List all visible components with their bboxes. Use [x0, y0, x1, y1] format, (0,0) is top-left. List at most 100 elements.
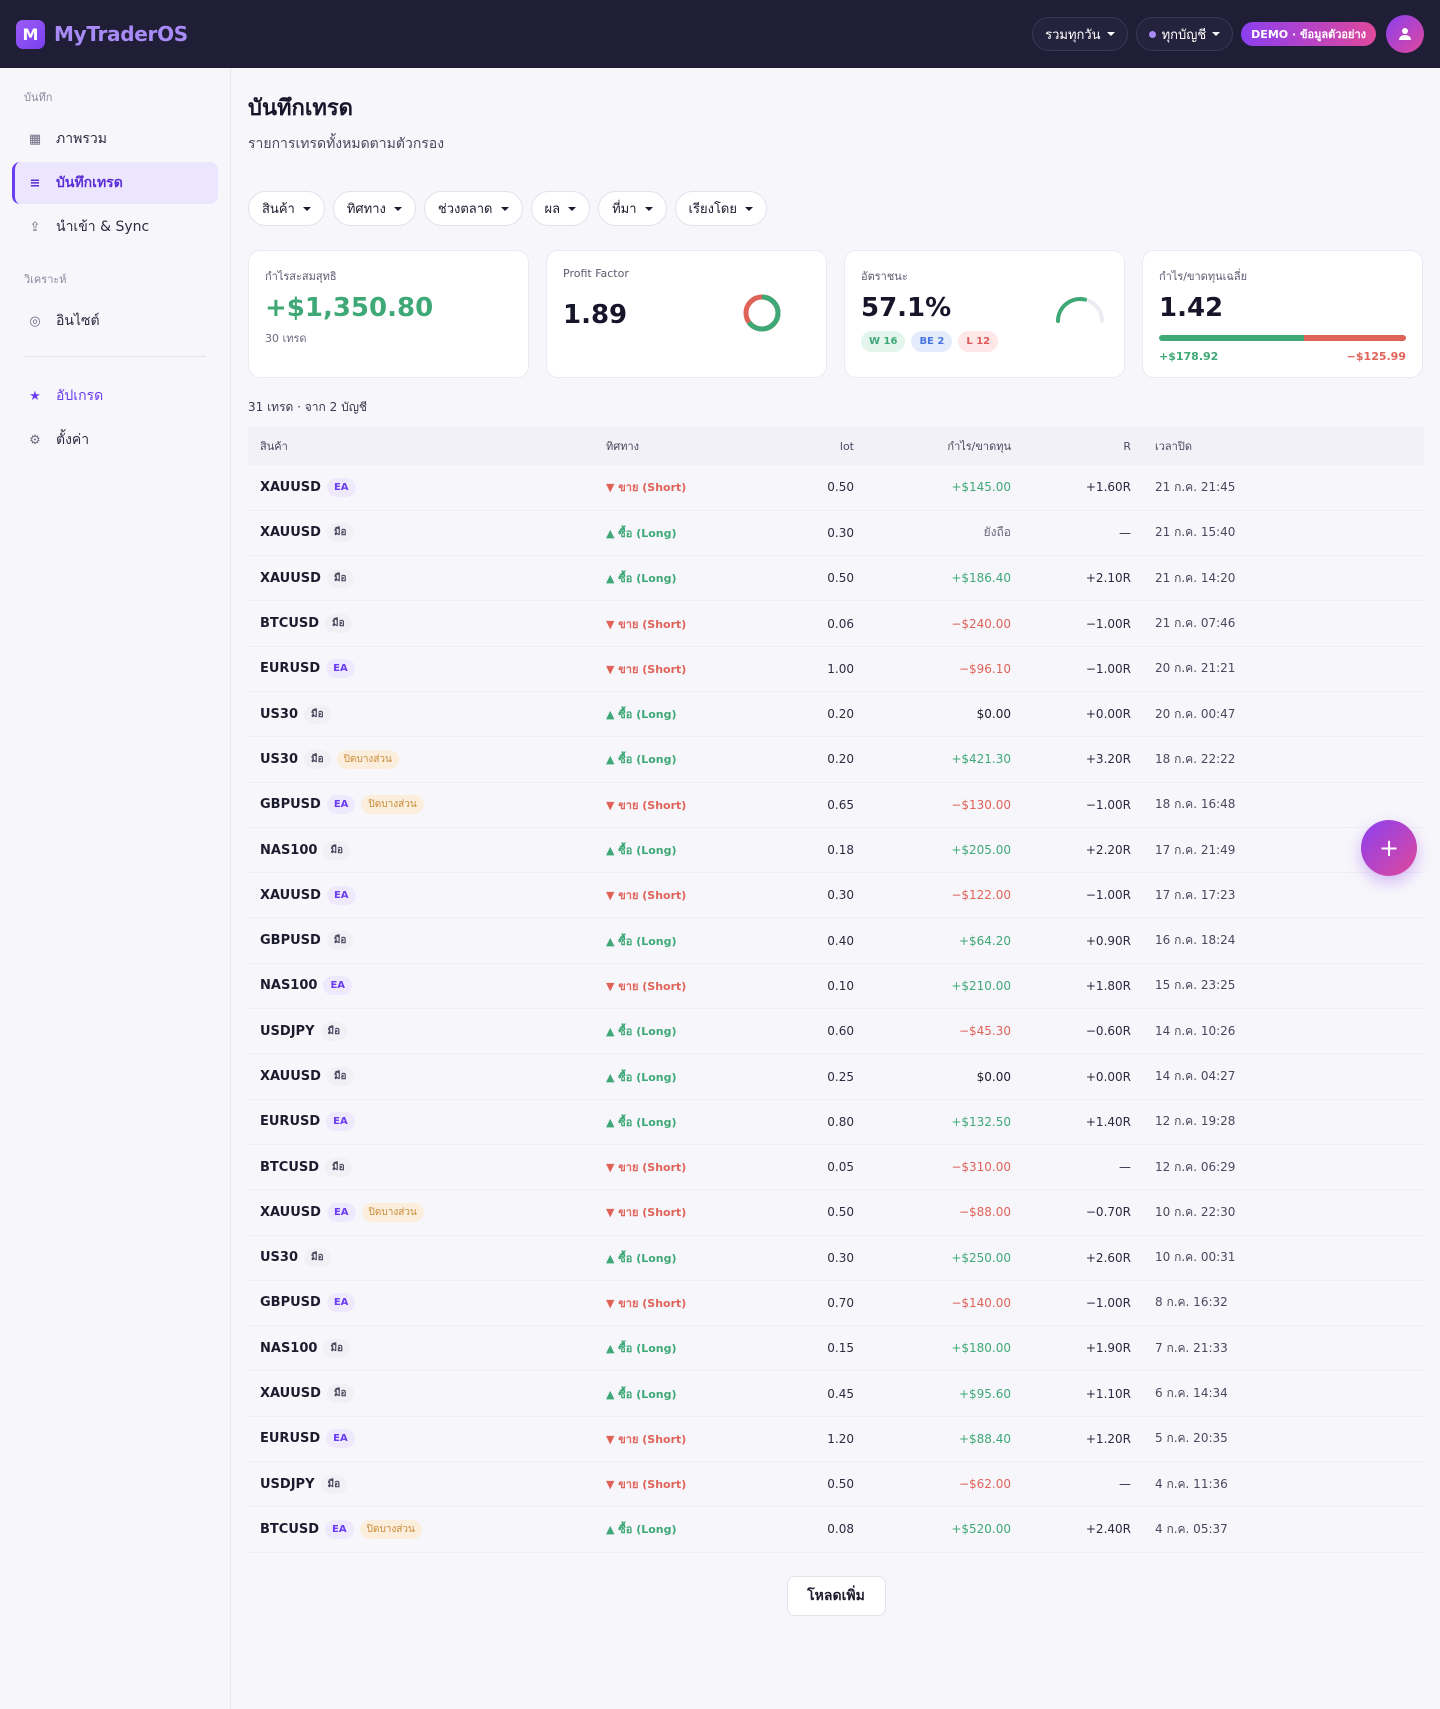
table-row[interactable]: GBPUSD มือ ▲ ซื้อ (Long) 0.40 +$64.20 +0.90R 1… [248, 918, 1424, 964]
source-badge: EA [326, 885, 356, 905]
table-row[interactable]: GBPUSD EA ปิดบางส่วน ▼ ขาย (Short) 0.65 −$130… [248, 782, 1424, 828]
avatar[interactable] [1386, 15, 1424, 53]
symbol-cell: GBPUSD มือ [248, 918, 594, 963]
table-row[interactable]: XAUUSD EA ▼ ขาย (Short) 0.30 −$122.00 −1.00R 1… [248, 873, 1424, 918]
filter-source[interactable]: ที่มา [598, 191, 667, 226]
column-header-symbol[interactable]: สินค้า [260, 440, 288, 453]
logo-icon[interactable]: M [16, 19, 45, 49]
lot-cell: 0.70 [827, 1295, 854, 1310]
sidebar-item-insights[interactable]: ◎ อินไซต์ [12, 300, 218, 342]
sidebar-item-overview[interactable]: ▦ ภาพรวม [12, 118, 218, 160]
table-row[interactable]: US30 มือ ▲ ซื้อ (Long) 0.30 +$250.00 +2.60R 10… [248, 1235, 1424, 1281]
symbol-name: XAUUSD [260, 887, 321, 903]
r-multiple-cell: +0.00R [1085, 1069, 1131, 1084]
source-badge: มือ [325, 614, 352, 634]
source-badge: มือ [326, 1384, 354, 1404]
sidebar-item-label: นำเข้า & Sync [56, 219, 150, 235]
symbol-name: XAUUSD [260, 525, 321, 541]
add-trade-button[interactable]: + [1361, 820, 1417, 876]
table-row[interactable]: USDJPY มือ ▲ ซื้อ (Long) 0.60 −$45.30 −0.60R 1… [248, 1009, 1424, 1054]
table-row[interactable]: NAS100 มือ ▲ ซื้อ (Long) 0.15 +$180.00 +1.90R… [248, 1326, 1424, 1371]
sidebar-item-trade-log[interactable]: ≡ บันทึกเทรด [12, 162, 218, 204]
direction-cell: ▲ ซื้อ (Long) [594, 556, 744, 601]
direction-label: ▲ ซื้อ (Long) [606, 753, 677, 767]
close-time-cell: 20 ก.ค. 21:21 [1155, 661, 1236, 676]
table-row[interactable]: XAUUSD มือ ▲ ซื้อ (Long) 0.50 +$186.40 +2.10R… [248, 556, 1424, 601]
column-header-r[interactable]: R [1123, 439, 1131, 453]
source-badge: EA [326, 477, 356, 497]
chevron-down-icon [568, 206, 577, 211]
table-row[interactable]: XAUUSD มือ ▲ ซื้อ (Long) 0.25 $0.00 +0.00R 14 … [248, 1054, 1424, 1100]
table-row[interactable]: EURUSD EA ▲ ซื้อ (Long) 0.80 +$132.50 +1.40R 1… [248, 1099, 1424, 1145]
direction-label: ▲ ซื้อ (Long) [606, 934, 677, 948]
table-row[interactable]: XAUUSD มือ ▲ ซื้อ (Long) 0.30 ยังถือ — 21 ก.ค.… [248, 510, 1424, 556]
partial-close-badge: ปิดบางส่วน [336, 749, 399, 769]
table-row[interactable]: USDJPY มือ ▼ ขาย (Short) 0.50 −$62.00 — 4 ก.ค.… [248, 1462, 1424, 1507]
close-time-cell: 21 ก.ค. 14:20 [1155, 570, 1236, 585]
direction-cell: ▼ ขาย (Short) [594, 963, 744, 1008]
source-badge: มือ [304, 749, 331, 769]
filter-symbol[interactable]: สินค้า [248, 191, 325, 226]
column-header-direction[interactable]: ทิศทาง [606, 440, 640, 453]
table-row[interactable]: NAS100 มือ ▲ ซื้อ (Long) 0.18 +$205.00 +2.20R… [248, 827, 1424, 873]
symbol-cell: XAUUSD EA [248, 465, 594, 510]
direction-label: ▲ ซื้อ (Long) [606, 1523, 677, 1537]
sidebar-section-analyze: วิเคราะห์ [24, 273, 67, 286]
symbol-cell: BTCUSD มือ [248, 601, 594, 646]
symbol-cell: XAUUSD มือ [248, 510, 594, 555]
sidebar-item-upgrade[interactable]: ★ อัปเกรด [12, 375, 218, 417]
lot-cell: 0.05 [827, 1160, 854, 1175]
table-row[interactable]: BTCUSD มือ ▼ ขาย (Short) 0.05 −$310.00 — 12 ก.… [248, 1144, 1424, 1190]
filter-sort[interactable]: เรียงโดย [674, 191, 767, 226]
close-time-cell: 12 ก.ค. 06:29 [1155, 1159, 1236, 1174]
profit-factor-card: Profit Factor 1.89 [546, 250, 827, 378]
pnl-cell: +$132.50 [951, 1114, 1011, 1129]
lot-cell: 0.60 [827, 1024, 854, 1039]
pnl-cell: −$62.00 [958, 1477, 1011, 1492]
table-row[interactable]: XAUUSD EA ▼ ขาย (Short) 0.50 +$145.00 +1.60R 2… [248, 465, 1424, 511]
pnl-cell: $0.00 [976, 707, 1011, 722]
lot-cell: 0.50 [827, 1205, 854, 1220]
card-label: กำไรสะสมสุทธิ [265, 270, 337, 283]
table-row[interactable]: XAUUSD EA ปิดบางส่วน ▼ ขาย (Short) 0.50 −$88.… [248, 1190, 1424, 1236]
table-row[interactable]: EURUSD EA ▼ ขาย (Short) 1.20 +$88.40 +1.20R 5 … [248, 1416, 1424, 1462]
direction-cell: ▲ ซื้อ (Long) [594, 1326, 744, 1371]
table-row[interactable]: XAUUSD มือ ▲ ซื้อ (Long) 0.45 +$95.60 +1.10R 6… [248, 1371, 1424, 1417]
direction-cell: ▼ ขาย (Short) [594, 782, 744, 827]
pnl-cell: −$45.30 [958, 1024, 1011, 1039]
brand-name[interactable]: MyTraderOS [54, 22, 188, 46]
direction-cell: ▼ ขาย (Short) [594, 1144, 744, 1189]
sidebar-item-settings[interactable]: ⚙ ตั้งค่า [12, 419, 218, 461]
table-row[interactable]: NAS100 EA ▼ ขาย (Short) 0.10 +$210.00 +1.80R 1… [248, 963, 1424, 1009]
filter-session[interactable]: ช่วงตลาด [423, 191, 523, 226]
sidebar: บันทึก ▦ ภาพรวม ≡ บันทึกเทรด ⇪ นำเข้า & … [0, 68, 231, 1709]
symbol-cell: XAUUSD มือ [248, 556, 594, 601]
load-more-button[interactable]: โหลดเพิ่ม [786, 1575, 886, 1616]
symbol-name: XAUUSD [260, 1204, 321, 1220]
source-badge: EA [326, 795, 356, 815]
pnl-cell: +$205.00 [951, 843, 1011, 858]
date-range-dropdown[interactable]: รวมทุกวัน [1032, 17, 1128, 51]
account-dropdown[interactable]: ทุกบัญชี [1135, 17, 1234, 51]
table-row[interactable]: BTCUSD EA ปิดบางส่วน ▲ ซื้อ (Long) 0.08 +$520… [248, 1507, 1424, 1553]
table-row[interactable]: BTCUSD มือ ▼ ขาย (Short) 0.06 −$240.00 −1.00R… [248, 601, 1424, 647]
source-badge: EA [326, 1202, 356, 1222]
table-row[interactable]: US30 มือ ▲ ซื้อ (Long) 0.20 $0.00 +0.00R 20 ก.… [248, 691, 1424, 737]
close-time-cell: 10 ก.ค. 22:30 [1155, 1204, 1236, 1219]
filter-result[interactable]: ผล [530, 191, 591, 226]
table-row[interactable]: EURUSD EA ▼ ขาย (Short) 1.00 −$96.10 −1.00R 20… [248, 646, 1424, 692]
close-time-cell: 21 ก.ค. 21:45 [1155, 479, 1236, 494]
column-header-pnl[interactable]: กำไร/ขาดทุน [947, 440, 1011, 453]
avg-win-value: +$178.92 [1159, 350, 1219, 363]
direction-cell: ▲ ซื้อ (Long) [594, 827, 744, 872]
table-row[interactable]: US30 มือ ปิดบางส่วน ▲ ซื้อ (Long) 0.20 +$421.… [248, 737, 1424, 783]
direction-cell: ▲ ซื้อ (Long) [594, 1507, 744, 1552]
symbol-name: XAUUSD [260, 1069, 321, 1084]
sidebar-item-import-sync[interactable]: ⇪ นำเข้า & Sync [12, 206, 218, 248]
close-time-cell: 14 ก.ค. 10:26 [1155, 1023, 1236, 1038]
column-header-lot[interactable]: lot [839, 439, 854, 453]
column-header-close-time[interactable]: เวลาปิด [1155, 440, 1192, 453]
direction-label: ▲ ซื้อ (Long) [606, 1251, 677, 1265]
filter-direction[interactable]: ทิศทาง [332, 191, 416, 226]
table-row[interactable]: GBPUSD EA ▼ ขาย (Short) 0.70 −$140.00 −1.00R 8… [248, 1280, 1424, 1326]
